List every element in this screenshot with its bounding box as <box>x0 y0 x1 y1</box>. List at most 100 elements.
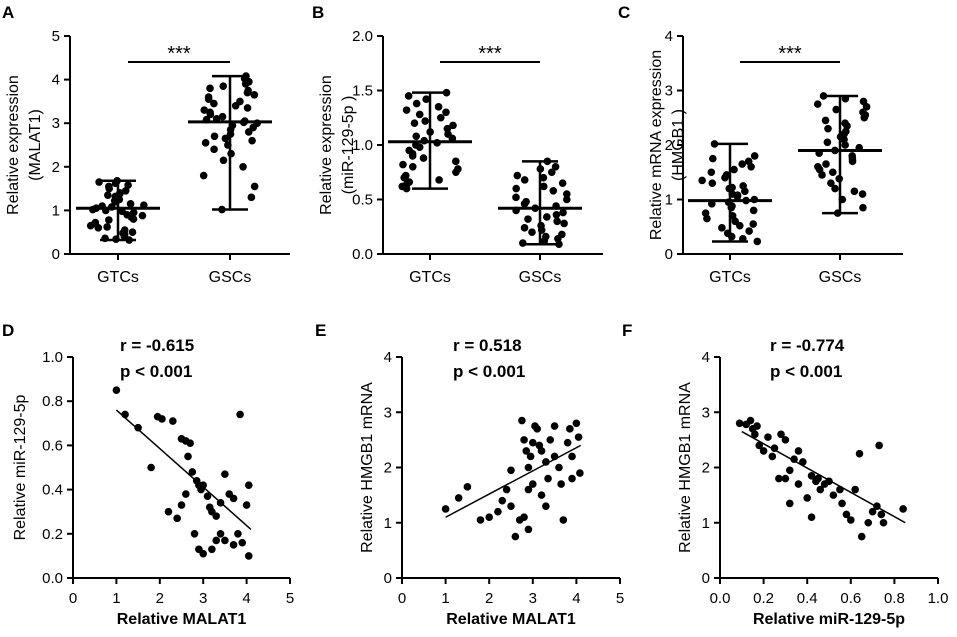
panel-f-label: F <box>622 321 632 340</box>
y-axis-title: Relative miR-129-5p <box>12 394 29 540</box>
x-axis-title: Relative miR-129-5p <box>753 611 905 628</box>
data-point <box>511 532 520 541</box>
data-point <box>210 132 219 141</box>
data-point <box>182 490 190 498</box>
data-point <box>557 480 565 488</box>
data-point <box>807 513 816 522</box>
data-point <box>539 173 548 182</box>
x-tick-label: 0.4 <box>797 590 818 607</box>
data-point <box>827 179 835 187</box>
y-tick-label: 0.8 <box>42 393 63 410</box>
data-point <box>777 430 785 439</box>
x-tick-label: 0.0 <box>710 590 731 607</box>
data-point <box>201 139 210 147</box>
data-point <box>750 152 759 160</box>
data-point <box>173 514 181 523</box>
data-point <box>785 499 794 508</box>
data-point <box>558 230 566 239</box>
y-tick-label: 2 <box>52 159 60 176</box>
data-point <box>436 113 445 122</box>
correlation-p-label: p < 0.001 <box>120 362 192 381</box>
data-point <box>485 513 494 522</box>
data-point <box>529 438 537 447</box>
correlation-r-label: r = -0.615 <box>120 336 194 355</box>
y-tick-label: 0.0 <box>352 246 373 263</box>
y-axis-title-line1: Relative mRNA expression <box>648 50 665 240</box>
data-point <box>549 186 558 195</box>
data-point <box>701 209 710 217</box>
y-tick-label: 2 <box>702 460 710 477</box>
y-axis-title-line2: (MALAT1) <box>27 109 44 181</box>
data-point <box>112 386 121 394</box>
x-category-label: GSCs <box>819 269 862 286</box>
data-point <box>236 410 244 419</box>
y-axis-title-line1: Relative expression <box>318 75 335 215</box>
data-point <box>236 97 244 106</box>
data-point <box>238 538 247 547</box>
panel-c-label: C <box>618 3 630 22</box>
panel-b-dot-plot: 0.0 0.5 1.0 1.5 2.0 Relative expression (miR-1… <box>318 28 603 286</box>
data-point <box>875 441 883 450</box>
data-point <box>533 425 541 433</box>
y-tick-label: 1 <box>665 192 673 209</box>
significance-label: *** <box>167 43 191 65</box>
data-point <box>512 193 520 202</box>
panel-e-scatter-plot: 0 1 2 3 4 0 1 2 3 4 5 Relative HMGB1 mRNA Relative M… <box>359 336 624 628</box>
data-point <box>124 181 132 189</box>
data-point <box>753 422 761 430</box>
data-point <box>708 179 717 187</box>
data-point <box>219 156 228 165</box>
x-category-label: GTCs <box>409 269 451 286</box>
data-point <box>502 485 511 494</box>
data-point <box>755 441 764 450</box>
regression-line <box>115 409 252 530</box>
data-point <box>546 436 555 444</box>
data-point <box>250 182 259 191</box>
data-point <box>442 108 450 117</box>
data-point <box>248 136 256 145</box>
data-point <box>877 510 886 519</box>
y-tick-label: 0.0 <box>42 570 63 587</box>
data-point <box>859 108 867 117</box>
data-point <box>454 165 462 173</box>
data-point <box>722 171 731 179</box>
data-point <box>229 494 238 503</box>
y-tick-label: 0.6 <box>42 437 63 454</box>
data-point <box>542 458 550 466</box>
y-tick-label: 0 <box>665 246 673 263</box>
data-point <box>838 499 846 508</box>
significance-label: *** <box>478 43 502 65</box>
data-point <box>841 119 849 127</box>
data-point <box>126 200 135 208</box>
data-point <box>555 463 563 472</box>
data-point <box>95 178 103 186</box>
panel-d-label: D <box>2 321 14 340</box>
data-point <box>177 501 186 509</box>
data-point <box>210 145 218 154</box>
x-tick-label: 0 <box>69 590 77 607</box>
x-tick-label: 2 <box>156 590 164 607</box>
data-point <box>128 228 137 236</box>
data-point <box>203 492 212 501</box>
data-point <box>547 168 556 177</box>
data-point <box>507 466 515 475</box>
y-tick-label: 5 <box>52 28 60 45</box>
data-point <box>746 416 755 425</box>
data-point <box>550 422 559 430</box>
data-point <box>441 505 450 513</box>
data-point <box>498 496 507 505</box>
data-point <box>120 226 129 234</box>
y-tick-label: 4 <box>384 349 392 366</box>
data-point <box>707 168 716 177</box>
data-point <box>522 197 530 206</box>
correlation-p-label: p < 0.001 <box>770 362 842 381</box>
correlation-p-label: p < 0.001 <box>453 362 525 381</box>
data-point <box>434 103 443 111</box>
data-point <box>541 232 550 241</box>
data-point <box>749 206 758 215</box>
data-point <box>537 491 546 499</box>
data-point <box>868 507 877 516</box>
panel-b-label: B <box>312 3 324 22</box>
data-point <box>463 483 472 491</box>
data-point <box>821 116 830 125</box>
